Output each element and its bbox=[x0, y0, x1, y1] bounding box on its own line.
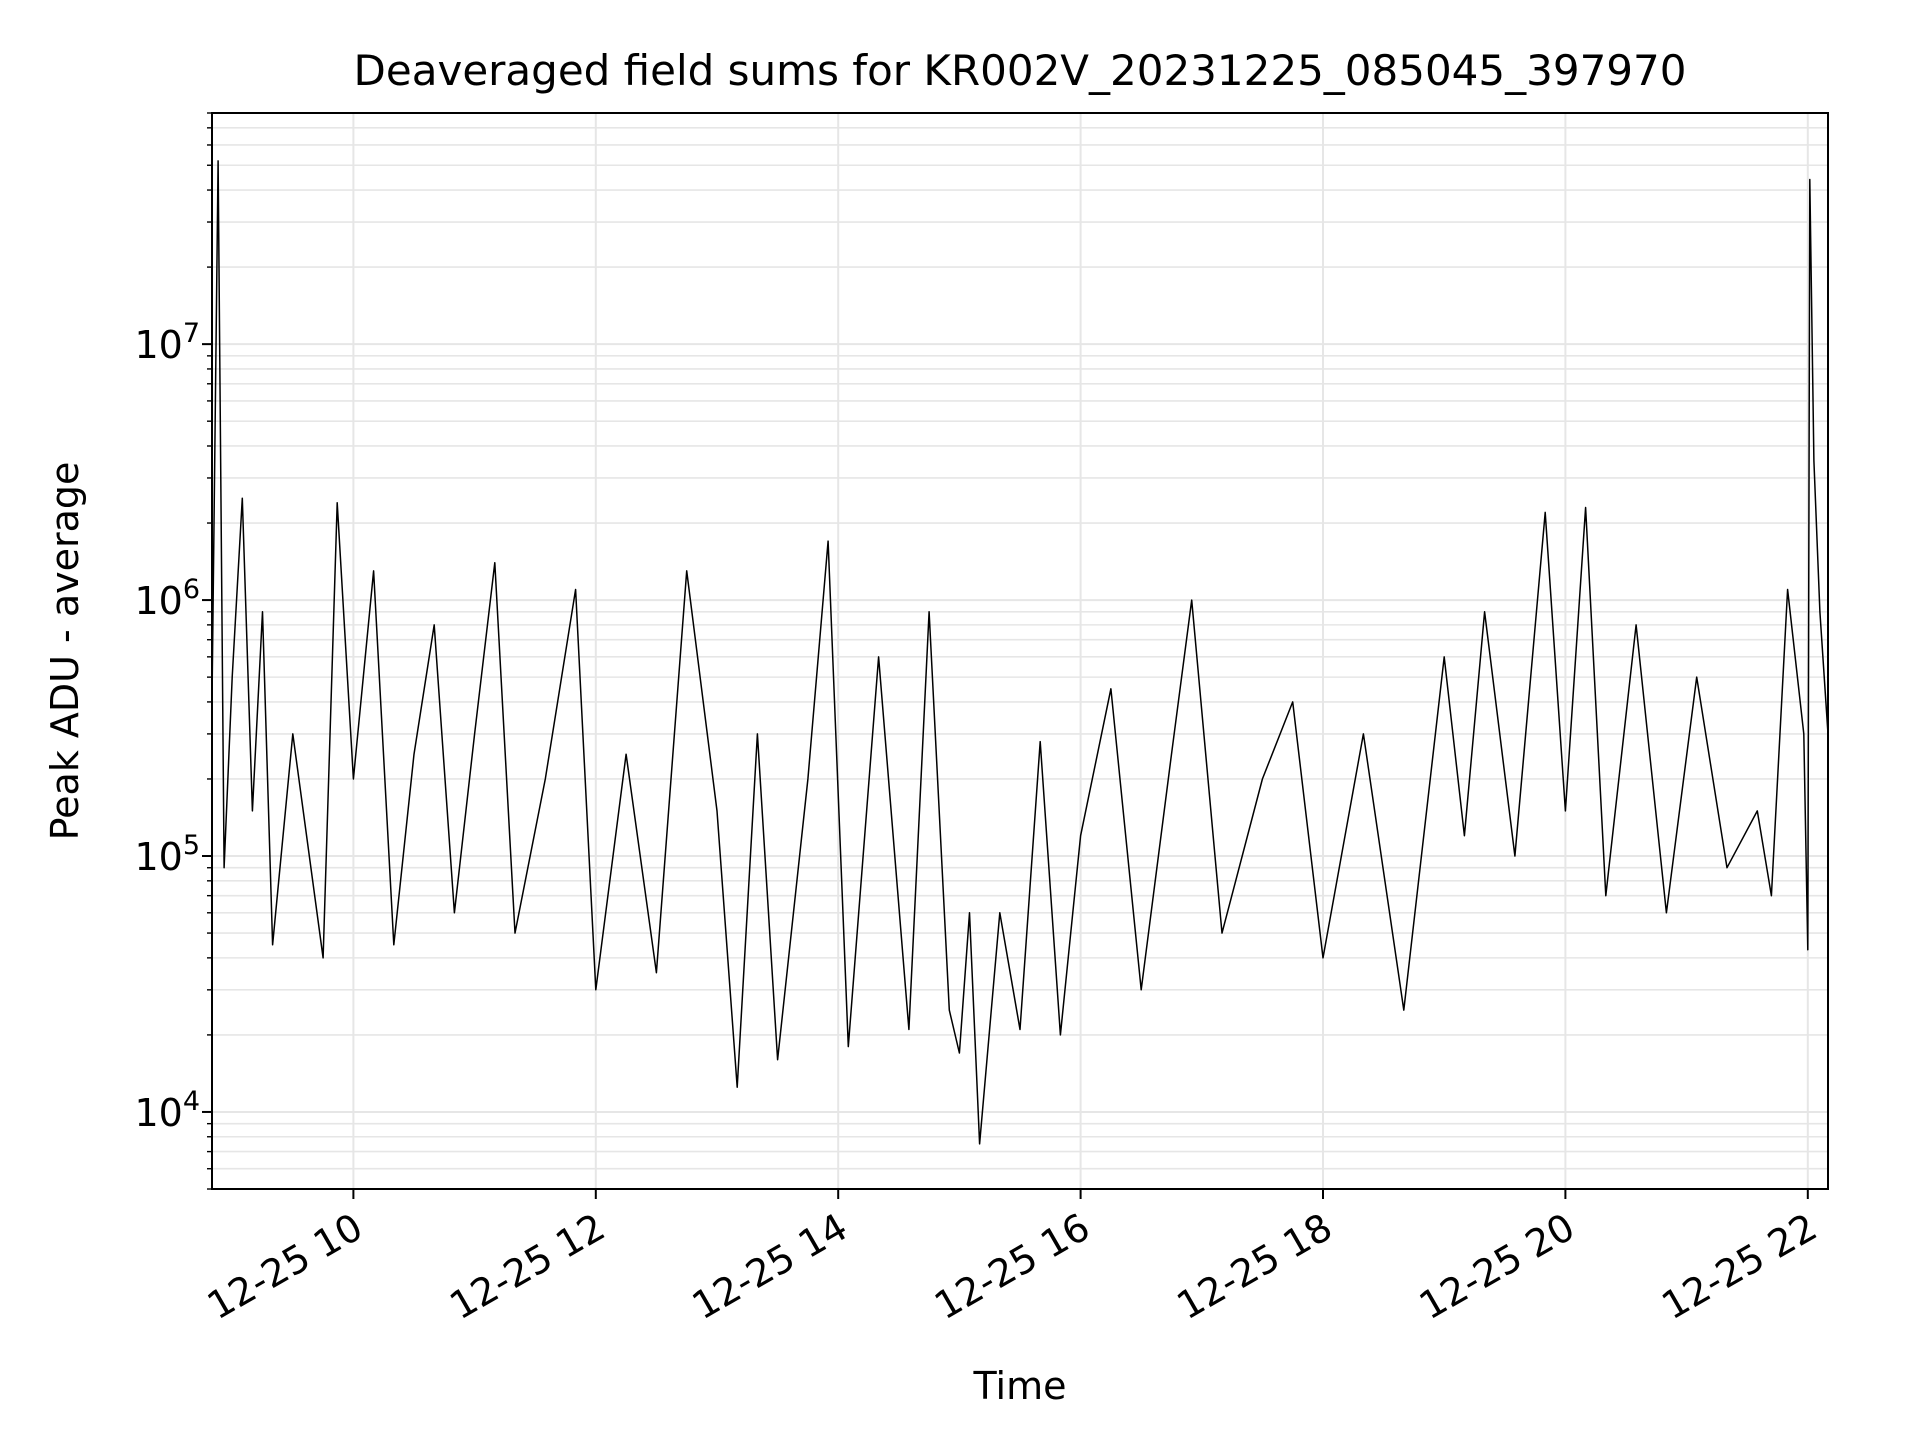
x-tick-label: 12-25 16 bbox=[927, 1205, 1097, 1329]
y-tick-label: 105 bbox=[134, 830, 200, 879]
x-tick-label: 12-25 14 bbox=[685, 1205, 855, 1329]
x-axis: 12-25 10 12-25 12 12-25 14 12-25 16 12-25 18… bbox=[200, 1189, 1824, 1328]
y-axis: 104 105 106 107 bbox=[134, 112, 212, 1190]
series-layer bbox=[211, 160, 1829, 1145]
y-axis-label: Peak ADU - average bbox=[43, 462, 87, 841]
x-tick-label: 12-25 10 bbox=[200, 1205, 370, 1329]
y-tick-label: 107 bbox=[134, 318, 200, 367]
x-tick-label: 12-25 12 bbox=[442, 1205, 612, 1329]
chart-title: Deaveraged field sums for KR002V_2023122… bbox=[354, 46, 1687, 95]
x-tick-label: 12-25 22 bbox=[1654, 1205, 1824, 1329]
y-tick-label: 106 bbox=[134, 574, 200, 623]
data-line bbox=[211, 160, 1829, 1145]
x-tick-label: 12-25 20 bbox=[1412, 1205, 1582, 1329]
x-axis-label: Time bbox=[973, 1364, 1067, 1408]
grid bbox=[212, 112, 1828, 1190]
y-tick-label: 104 bbox=[134, 1086, 200, 1135]
x-tick-label: 12-25 18 bbox=[1170, 1205, 1340, 1329]
plot-frame bbox=[211, 112, 1829, 1190]
